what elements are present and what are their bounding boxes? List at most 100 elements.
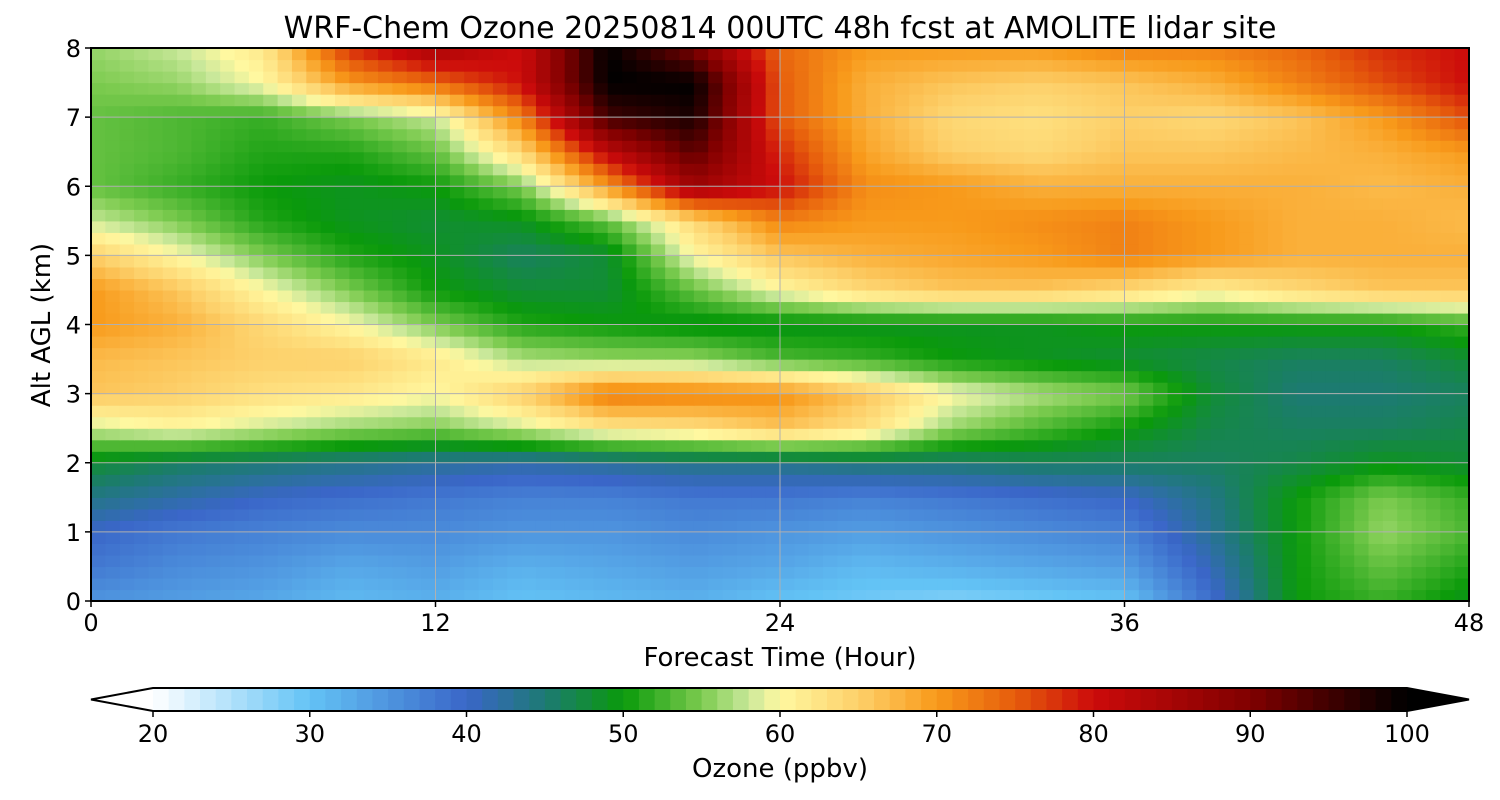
field-cell [794,531,810,544]
field-cell [1296,117,1312,130]
field-cell [722,301,738,314]
field-cell [751,128,767,141]
field-cell [1382,543,1398,556]
field-cell [435,428,451,441]
field-cell [248,94,264,107]
field-cell [1282,531,1298,544]
field-cell [808,163,824,176]
field-cell [363,554,379,568]
field-cell [119,451,135,464]
field-cell [1081,94,1097,107]
field-cell [980,312,996,326]
field-cell [1052,359,1068,372]
field-cell [1454,255,1469,268]
field-cell [736,508,752,521]
field-cell [780,266,795,280]
field-cell [148,186,164,199]
field-cell [837,439,853,452]
field-cell [320,462,336,475]
field-cell [492,566,508,579]
field-cell [1110,232,1126,245]
field-cell [191,531,207,544]
field-cell [1354,174,1370,187]
field-cell [335,255,350,268]
field-cell [1339,324,1355,337]
field-cell [980,508,996,521]
field-cell [1454,359,1469,372]
field-cell [1440,428,1456,441]
field-cell [1325,243,1341,256]
field-cell [1095,71,1111,84]
field-cell [1038,439,1054,452]
field-cell [1181,451,1197,464]
field-cell [421,370,437,383]
field-cell [1038,266,1054,280]
field-cell [1268,163,1283,176]
field-cell [1425,140,1441,153]
field-cell [1110,566,1126,579]
field-cell [478,128,494,141]
field-cell [406,301,422,314]
field-cell [392,174,408,187]
field-cell [248,209,264,222]
field-cell [1311,370,1327,383]
field-cell [1181,531,1197,544]
field-cell [1181,324,1197,337]
field-cell [1411,82,1427,95]
field-cell [679,543,695,556]
field-cell [177,543,193,556]
field-cell [679,151,695,164]
field-cell [363,451,379,464]
field-cell [1282,71,1298,84]
field-cell [693,589,709,601]
field-cell [378,439,394,452]
field-cell [91,439,106,452]
field-cell [1224,312,1240,326]
field-cell [1095,140,1111,153]
field-cell [550,117,566,130]
field-cell [808,451,824,464]
field-cell [1153,312,1169,326]
field-cell [1167,382,1183,395]
field-cell [1038,393,1054,406]
field-cell [880,543,896,556]
field-cell [980,324,996,337]
field-cell [1368,336,1384,349]
field-cell [1081,197,1097,210]
field-cell [1052,439,1068,452]
field-cell [535,520,551,533]
field-cell [837,382,853,395]
field-cell [378,59,394,72]
field-cell [335,94,350,107]
field-cell [665,301,681,314]
field-cell [1382,508,1398,521]
field-cell [162,336,178,349]
field-cell [995,451,1011,464]
y-tick-label: 6 [66,173,81,201]
field-cell [751,82,767,95]
field-cell [306,543,322,556]
field-cell [406,289,422,303]
field-cell [335,543,350,556]
field-cell [808,186,824,199]
field-cell [550,278,566,291]
field-cell [1454,59,1469,72]
field-cell [1153,359,1169,372]
field-cell [1181,462,1197,475]
field-cell [449,117,465,130]
field-cell [119,474,135,487]
field-cell [1067,289,1083,303]
field-cell [693,393,709,406]
field-cell [105,428,121,441]
field-cell [722,336,738,349]
field-cell [234,393,250,406]
field-cell [1138,117,1154,130]
field-cell [722,428,738,441]
field-cell [263,416,279,429]
field-cell [980,163,996,176]
field-cell [751,359,767,372]
field-cell [492,589,508,601]
field-cell [952,174,968,187]
field-cell [909,416,925,429]
field-cell [1239,520,1255,533]
